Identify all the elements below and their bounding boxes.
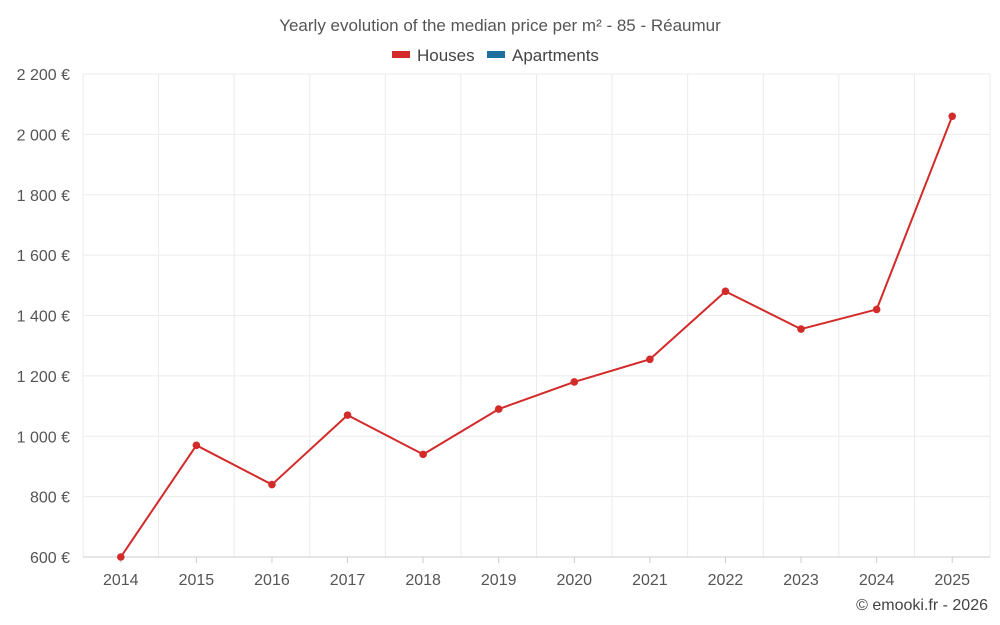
x-tick-label: 2016: [254, 572, 290, 589]
credit-text: © emooki.fr - 2026: [856, 597, 988, 614]
x-tick-label: 2019: [481, 572, 517, 589]
y-axis-ticks: 600 € 800 € 1 000 € 1 200 € 1 400 € 1 600 € 1 …: [17, 67, 70, 567]
y-tick-label: 2 200 €: [17, 67, 70, 84]
y-tick-label: 2 000 €: [17, 127, 70, 144]
data-point: [419, 450, 427, 459]
series-line-houses: [119, 115, 954, 558]
y-tick-label: 1 400 €: [17, 309, 70, 326]
data-point: [116, 553, 125, 561]
data-point: [721, 287, 730, 296]
data-point: [570, 378, 579, 386]
x-tick-label: 2014: [103, 572, 139, 589]
x-tick-label: 2023: [783, 572, 819, 589]
grid: [82, 73, 991, 557]
data-point: [192, 441, 201, 450]
x-tick-label: 2025: [934, 572, 970, 589]
x-tick-label: 2018: [405, 572, 441, 589]
x-tick-label: 2024: [859, 572, 895, 589]
x-tick-label: 2021: [632, 572, 668, 589]
y-tick-label: 1 200 €: [17, 369, 70, 386]
y-tick-label: 1 000 €: [17, 429, 70, 446]
x-tick-label: 2022: [708, 572, 744, 589]
data-point: [646, 355, 654, 364]
data-point: [872, 305, 881, 314]
legend-swatch-houses: [392, 51, 410, 58]
series: [116, 112, 957, 561]
legend-swatch-apartments: [487, 51, 505, 58]
x-tick-label: 2020: [556, 572, 592, 589]
data-point: [494, 405, 503, 413]
data-point: [948, 112, 957, 121]
y-tick-label: 1 800 €: [17, 188, 70, 205]
data-point: [343, 411, 352, 419]
y-tick-label: 1 600 €: [17, 248, 70, 265]
data-point: [797, 325, 805, 333]
legend-label-houses: Houses: [417, 46, 475, 65]
axes: [83, 556, 990, 563]
y-tick-label: 600 €: [30, 550, 70, 567]
chart-title: Yearly evolution of the median price per…: [279, 16, 721, 35]
x-axis-ticks: 2014 2015 2016 2017 2018 2019 2020 2021 2022 2023…: [103, 572, 970, 589]
x-tick-label: 2015: [179, 572, 215, 589]
data-point: [268, 480, 276, 489]
legend: Houses Apartments: [392, 46, 599, 65]
legend-label-apartments: Apartments: [512, 46, 599, 65]
x-tick-label: 2017: [330, 572, 366, 589]
y-tick-label: 800 €: [30, 490, 70, 507]
